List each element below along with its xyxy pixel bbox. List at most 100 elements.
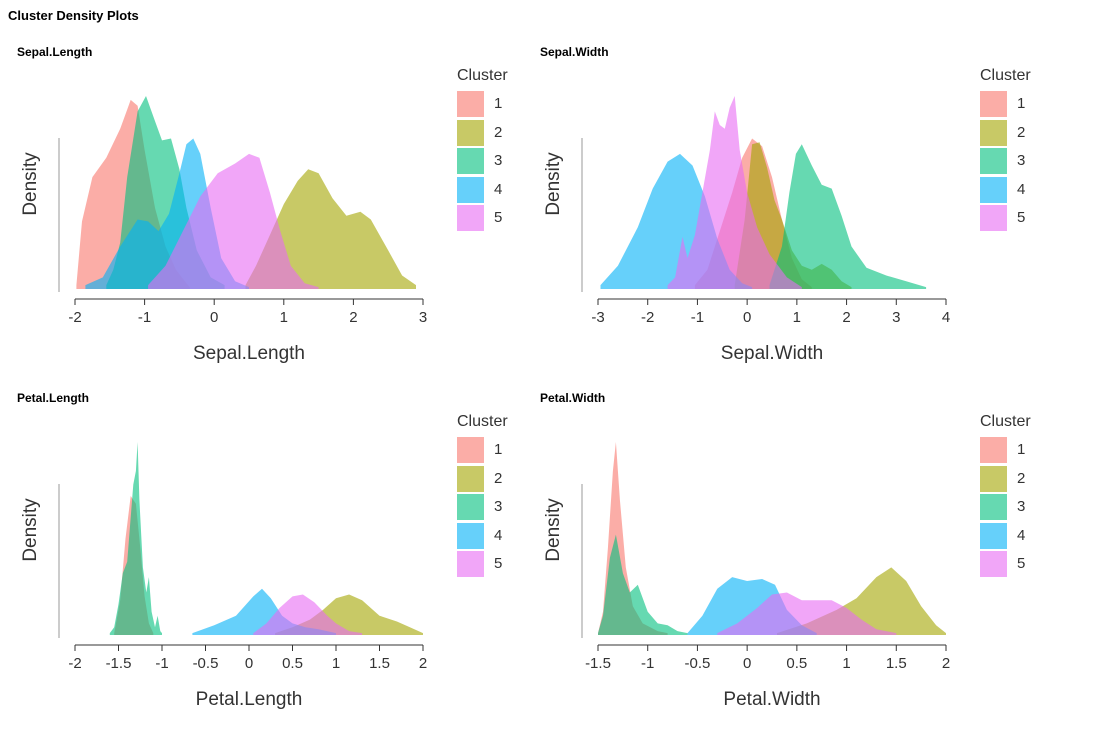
page-title: Cluster Density Plots <box>8 8 139 23</box>
legend-item: 5 <box>457 547 508 577</box>
x-tick-label: -3 <box>591 309 604 326</box>
legend-label: 1 <box>494 441 503 458</box>
legend-label: 1 <box>1017 441 1026 458</box>
legend-swatch <box>980 119 1007 146</box>
legend-label: 3 <box>1017 152 1026 169</box>
legend-item: 3 <box>457 490 508 520</box>
x-tick-label: 1 <box>280 309 288 326</box>
density-area-cluster-4 <box>192 588 336 635</box>
x-tick-label: -1 <box>641 655 654 672</box>
legend-label: 1 <box>494 95 503 112</box>
legend-label: 4 <box>494 180 503 198</box>
legend-swatch <box>980 465 1007 492</box>
legend-item: 2 <box>980 462 1031 492</box>
legend: Cluster 1 2 3 4 5 <box>980 413 1031 577</box>
x-tick-label: -2 <box>68 655 81 672</box>
x-tick-label: -2 <box>641 309 654 326</box>
legend-item: 4 <box>457 173 508 203</box>
legend-title: Cluster <box>457 413 508 430</box>
x-tick-label: -0.5 <box>684 655 710 672</box>
legend-swatch <box>457 91 484 117</box>
density-area-cluster-3 <box>598 534 688 635</box>
legend-item: 3 <box>980 144 1031 174</box>
x-tick-label: 2 <box>842 309 850 326</box>
legend-item: 1 <box>457 433 508 463</box>
y-axis-title: Density <box>20 498 41 562</box>
legend-item: 5 <box>980 547 1031 577</box>
density-area-cluster-5 <box>667 96 802 289</box>
legend-item: 2 <box>457 116 508 146</box>
density-panel-sepal-width: Sepal.Width -3 -2 -1 0 1 2 3 4 Sepal.Width Densit… <box>531 45 1071 394</box>
x-tick-label: 2 <box>942 655 950 672</box>
legend-label: 5 <box>494 209 503 226</box>
legend-label: 3 <box>494 152 503 169</box>
x-axis-title: Petal.Length <box>196 689 303 710</box>
legend-title: Cluster <box>980 413 1031 430</box>
legend: Cluster 1 2 3 4 5 <box>980 67 1031 231</box>
legend-label: 3 <box>494 498 503 515</box>
legend-label: 5 <box>494 555 503 572</box>
legend-swatch <box>457 494 484 520</box>
legend-swatch <box>980 176 1007 203</box>
density-panel-petal-length: Petal.Length -2 -1.5 -1 -0.5 0 0.5 1 1.5 2 Petal.… <box>8 391 548 740</box>
legend-item: 2 <box>980 116 1031 146</box>
legend-title: Cluster <box>457 67 508 84</box>
x-tick-label: -1 <box>138 309 151 326</box>
legend-title: Cluster <box>980 67 1031 84</box>
legend-swatch <box>980 551 1007 577</box>
legend-swatch <box>457 148 484 174</box>
x-tick-label: 2 <box>349 309 357 326</box>
x-tick-label: 0 <box>743 309 751 326</box>
legend-item: 5 <box>457 201 508 231</box>
panel-title: Sepal.Length <box>17 45 93 59</box>
x-axis-title: Sepal.Length <box>193 343 305 364</box>
legend-swatch <box>980 91 1007 117</box>
x-tick-label: -1 <box>691 309 704 326</box>
legend-item: 3 <box>457 144 508 174</box>
density-area-cluster-3 <box>769 144 927 289</box>
legend-item: 4 <box>980 173 1031 203</box>
density-area-cluster-3 <box>109 442 162 635</box>
legend-item: 1 <box>457 87 508 117</box>
legend-swatch <box>980 522 1007 549</box>
x-tick-label: -0.5 <box>193 655 219 672</box>
y-axis-title: Density <box>543 152 564 216</box>
legend-label: 3 <box>1017 498 1026 515</box>
x-tick-label: 1 <box>842 655 850 672</box>
legend-swatch <box>457 119 484 146</box>
x-tick-label: -1.5 <box>106 655 132 672</box>
y-axis-title: Density <box>20 152 41 216</box>
legend-label: 2 <box>494 123 503 141</box>
x-axis-title: Petal.Width <box>723 689 820 710</box>
panel-title: Sepal.Width <box>540 45 609 59</box>
legend-label: 4 <box>1017 526 1026 544</box>
legend-swatch <box>980 494 1007 520</box>
density-chart: -1.5 -1 -0.5 0 0.5 1 1.5 2 Petal.Width Density <box>543 442 950 710</box>
legend-swatch <box>457 522 484 549</box>
legend-label: 4 <box>1017 180 1026 198</box>
density-area-cluster-5 <box>148 153 319 289</box>
density-area-cluster-5 <box>717 592 897 635</box>
x-tick-label: 0.5 <box>786 655 807 672</box>
legend-label: 2 <box>1017 123 1026 141</box>
legend-label: 4 <box>494 526 503 544</box>
legend-label: 1 <box>1017 95 1026 112</box>
legend-swatch <box>457 551 484 577</box>
legend-swatch <box>980 437 1007 463</box>
legend-item: 4 <box>457 519 508 549</box>
legend-swatch <box>457 465 484 492</box>
x-tick-label: -2 <box>68 309 81 326</box>
legend-item: 2 <box>457 462 508 492</box>
legend-swatch <box>457 205 484 231</box>
legend-label: 2 <box>494 469 503 487</box>
x-tick-label: 0.5 <box>282 655 303 672</box>
density-chart: -3 -2 -1 0 1 2 3 4 Sepal.Width Density <box>543 96 950 364</box>
x-tick-label: -1 <box>155 655 168 672</box>
x-tick-label: 3 <box>419 309 427 326</box>
y-axis-title: Density <box>543 498 564 562</box>
legend-swatch <box>457 176 484 203</box>
x-tick-label: 0 <box>743 655 751 672</box>
x-tick-label: 4 <box>942 309 950 326</box>
panel-title: Petal.Length <box>17 391 90 405</box>
x-tick-label: 1 <box>793 309 801 326</box>
